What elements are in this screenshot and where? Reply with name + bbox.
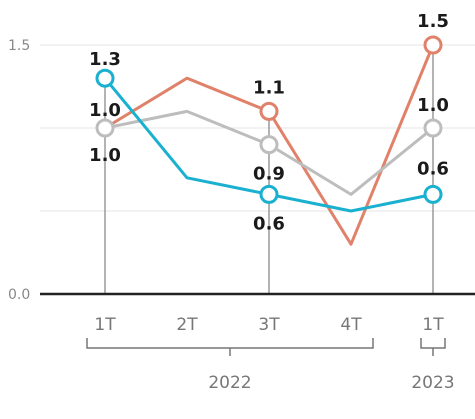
point-marker [259, 184, 279, 204]
data-label: 0.9 [253, 164, 285, 185]
data-label: 0.6 [417, 158, 449, 179]
data-label: 0.6 [253, 213, 285, 234]
data-label: 1.1 [253, 77, 285, 98]
x-axis: 1T 2T 3T 4T 1T 2022 2023 [40, 292, 475, 393]
x-tick-label: 3T [258, 315, 280, 335]
x-tick-label: 1T [422, 315, 444, 335]
data-label: 1.3 [89, 49, 121, 70]
year-bracket [86, 338, 374, 349]
point-marker [95, 118, 115, 138]
y-tick-label: 0.0 [8, 287, 30, 303]
point-marker [423, 35, 443, 55]
x-tick-label: 2T [176, 315, 198, 335]
point-marker [423, 184, 443, 204]
data-label: 1.0 [89, 145, 121, 166]
markers [95, 35, 443, 204]
data-label: 1.0 [417, 95, 449, 116]
y-tick-label: 1.5 [8, 38, 30, 54]
point-marker [259, 135, 279, 155]
point-marker [423, 118, 443, 138]
data-labels: 1.1 1.5 1.0 0.9 1.0 1.3 0.6 0.6 1.0 [89, 11, 449, 234]
year-label: 2022 [208, 373, 251, 393]
x-tick-label: 4T [340, 315, 362, 335]
data-label: 1.5 [417, 11, 449, 32]
y-axis: 0.0 1.5 [8, 38, 30, 303]
data-label: 1.0 [89, 100, 121, 121]
year-label: 2023 [411, 373, 454, 393]
point-marker [95, 68, 115, 88]
point-marker [259, 101, 279, 121]
year-bracket [420, 338, 446, 349]
x-tick-label: 1T [94, 315, 116, 335]
